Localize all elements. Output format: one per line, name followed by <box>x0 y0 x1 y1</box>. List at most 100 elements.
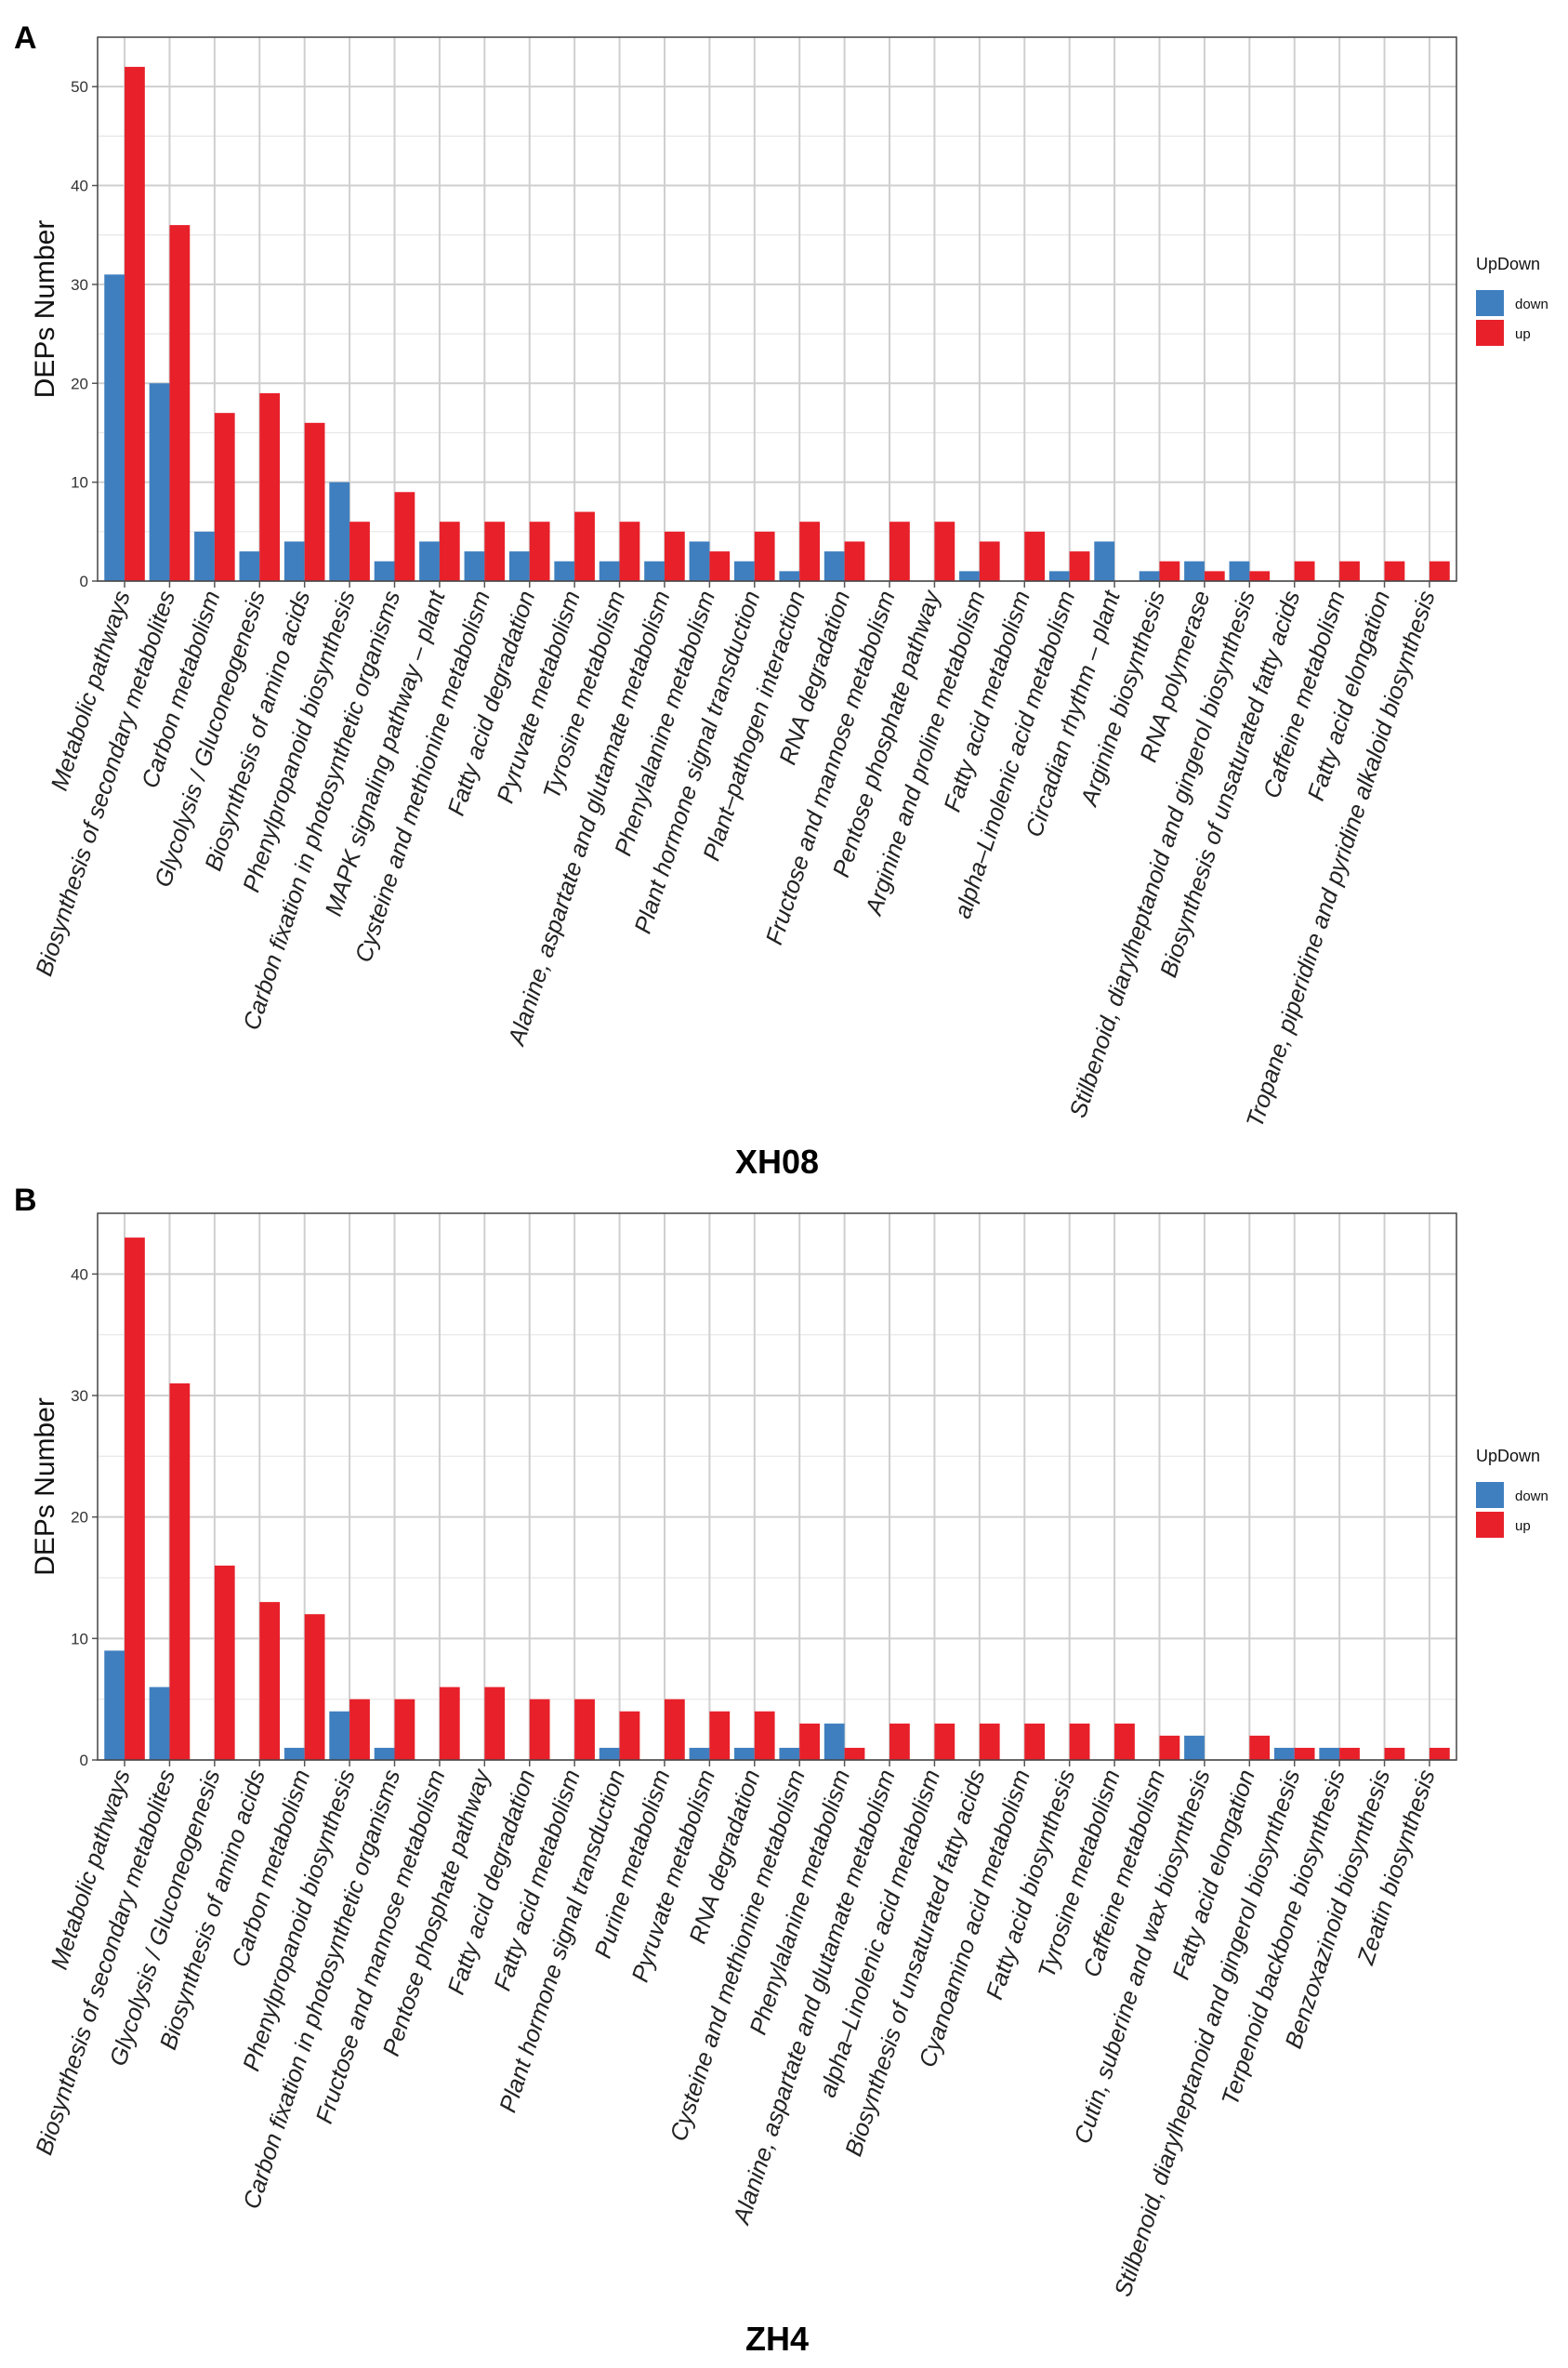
bar-up <box>1384 1747 1405 1760</box>
legend-swatch-down <box>1476 1482 1504 1508</box>
plot-area <box>98 1213 1456 1760</box>
y-tick-label: 40 <box>71 1265 88 1283</box>
y-tick-label: 50 <box>71 78 88 96</box>
bar-up <box>529 1699 550 1760</box>
bar-down <box>959 571 980 581</box>
bar-up <box>484 1687 506 1760</box>
bar-down <box>104 274 125 581</box>
bar-up <box>1429 1747 1450 1760</box>
y-tick-label: 10 <box>71 1630 88 1647</box>
legend-swatch-up <box>1476 320 1504 346</box>
legend-title: UpDown <box>1476 255 1540 273</box>
bar-down <box>508 551 530 581</box>
bar-up <box>844 1747 865 1760</box>
bar-up <box>304 422 325 581</box>
bar-down <box>374 1747 395 1760</box>
bar-up <box>1114 1723 1135 1760</box>
plot-frame <box>97 36 1457 582</box>
bar-up <box>1069 551 1090 581</box>
bar-down <box>149 383 170 581</box>
legend-swatch-down <box>1476 290 1504 316</box>
bar-down <box>599 561 620 581</box>
bar-up <box>1069 1723 1090 1760</box>
bar-down <box>283 1747 305 1760</box>
bar-down <box>779 571 800 581</box>
bar-down <box>644 561 665 581</box>
bar-down <box>329 482 350 581</box>
y-tick-label: 0 <box>80 1752 88 1769</box>
bar-up <box>664 531 685 581</box>
bar-up <box>799 522 820 581</box>
bar-down <box>1094 541 1115 581</box>
bar-down <box>1048 571 1070 581</box>
bar-down <box>374 561 395 581</box>
y-tick-label: 20 <box>71 375 88 392</box>
bar-down <box>1273 1747 1295 1760</box>
bar-down <box>689 541 710 581</box>
bar-up <box>439 522 460 581</box>
bar-down <box>1319 1747 1340 1760</box>
bar-up <box>439 1687 460 1760</box>
chart-title: ZH4 <box>745 2320 809 2358</box>
bar-up <box>1159 561 1180 581</box>
legend-label-up: up <box>1515 326 1531 342</box>
bar-up <box>214 1565 235 1760</box>
bar-up <box>484 522 506 581</box>
bar-up <box>889 522 910 581</box>
bar-up <box>664 1699 685 1760</box>
bar-down <box>824 551 845 581</box>
y-tick-label: 30 <box>71 1387 88 1405</box>
bar-down <box>689 1747 710 1760</box>
bar-up <box>169 225 191 581</box>
bar-up <box>574 511 595 581</box>
bar-up <box>754 531 775 581</box>
bar-up <box>1249 571 1271 581</box>
bar-up <box>349 522 370 581</box>
bar-up <box>1294 561 1315 581</box>
bar-up <box>1204 571 1225 581</box>
bar-down <box>283 541 305 581</box>
y-axis-label: DEPs Number <box>30 220 60 399</box>
bar-down <box>1229 561 1250 581</box>
y-axis-label: DEPs Number <box>30 1397 60 1576</box>
bar-up <box>304 1614 325 1760</box>
bar-up <box>1339 561 1360 581</box>
bar-up <box>169 1382 191 1760</box>
plot-area <box>98 37 1456 581</box>
bar-up <box>979 541 1000 581</box>
y-tick-label: 30 <box>71 276 88 294</box>
bar-up <box>574 1699 595 1760</box>
bar-up <box>125 1237 145 1760</box>
bar-up <box>619 522 640 581</box>
y-tick-label: 40 <box>71 178 88 195</box>
plot-frame <box>97 1212 1457 1761</box>
bar-up <box>889 1723 910 1760</box>
bar-up <box>214 413 235 581</box>
bar-up <box>394 492 415 581</box>
bar-down <box>1139 571 1160 581</box>
legend-label-down: down <box>1515 1488 1548 1504</box>
bar-down <box>734 561 755 581</box>
bar-up <box>1024 1723 1046 1760</box>
bar-up <box>1024 531 1046 581</box>
bar-down <box>599 1747 620 1760</box>
bar-down <box>734 1747 755 1760</box>
bar-down <box>1184 561 1205 581</box>
bar-up <box>709 551 731 581</box>
bar-up <box>1429 561 1450 581</box>
bar-up <box>619 1711 640 1760</box>
legend-label-up: up <box>1515 1518 1531 1534</box>
bar-up <box>125 66 145 582</box>
bar-down <box>824 1723 845 1760</box>
bar-up <box>709 1711 731 1760</box>
bar-up <box>979 1723 1000 1760</box>
bar-up <box>1384 561 1405 581</box>
bar-up <box>844 541 865 581</box>
bar-up <box>259 392 281 581</box>
bar-up <box>799 1723 820 1760</box>
bar-down <box>239 551 260 581</box>
y-tick-label: 10 <box>71 474 88 492</box>
